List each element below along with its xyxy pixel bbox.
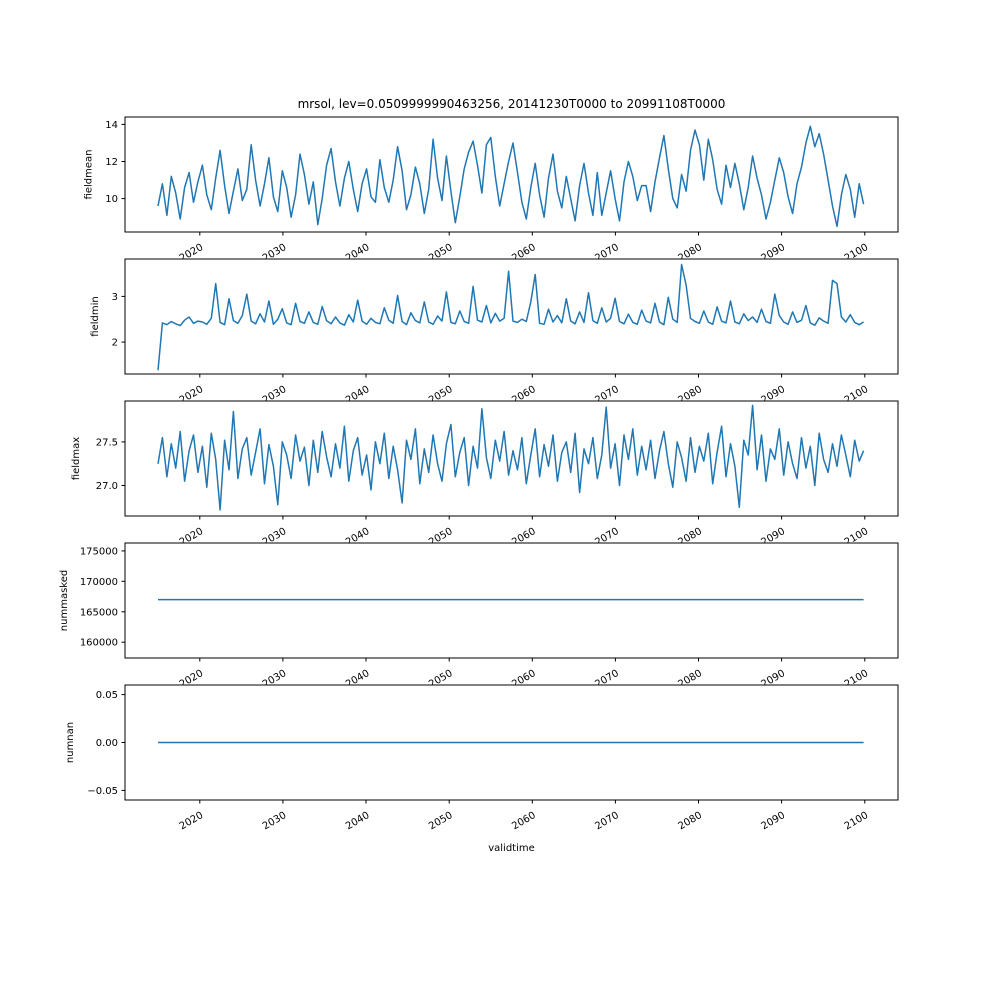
y-tick-label: −0.05 (87, 786, 118, 797)
x-tick-label: 2070 (593, 810, 621, 832)
chart-title: mrsol, lev=0.0509999990463256, 20141230T… (297, 97, 726, 111)
axes-border (124, 400, 899, 517)
y-tick-label: 175000 (80, 546, 118, 557)
y-axis-label: fieldmax (71, 437, 82, 480)
x-tick-label: 2040 (344, 810, 372, 832)
x-tick-label: 2060 (510, 810, 538, 832)
x-tick-label: 2020 (178, 810, 206, 832)
y-axis-label: fieldmean (84, 150, 95, 200)
y-tick-label: 14 (105, 120, 118, 131)
y-tick-label: 27.5 (96, 437, 118, 448)
series-line (157, 125, 865, 228)
y-tick-label: 170000 (80, 577, 118, 588)
x-axis-ticks: 2020 2030 2040 2050 2060 2070 2080 2090 2100 (178, 800, 871, 832)
subplot-numnan: −0.05 0.00 0.05 2020 2030 2040 2050 2060 2070 208… (65, 684, 899, 832)
x-tick-label: 2090 (760, 810, 788, 832)
y-tick-label: 0.05 (96, 690, 118, 701)
axes-background (125, 117, 898, 232)
y-axis-label: numnan (65, 722, 76, 763)
y-axis-ticks: 10 12 14 (105, 120, 125, 205)
series-line (157, 404, 865, 511)
axes-border (124, 542, 899, 659)
y-tick-label: 27.0 (96, 481, 118, 492)
series-line (157, 263, 864, 371)
x-tick-label: 2050 (427, 810, 455, 832)
axes-border (124, 258, 899, 375)
x-tick-label: 2080 (676, 810, 704, 832)
y-axis-ticks: −0.05 0.00 0.05 (87, 690, 125, 797)
x-tick-label: 2030 (261, 810, 289, 832)
x-tick-label: 2100 (843, 810, 871, 832)
axes-background (125, 543, 898, 658)
y-tick-label: 2 (112, 338, 118, 349)
y-axis-ticks: 160000 165000 170000 175000 (80, 546, 125, 649)
y-tick-label: 0.00 (96, 738, 118, 749)
y-axis-label: fieldmin (90, 296, 101, 336)
y-axis-ticks: 23 (112, 292, 125, 349)
axes-border (124, 116, 899, 233)
y-axis-label: nummasked (59, 570, 70, 631)
y-tick-label: 3 (112, 292, 118, 303)
axes-background (125, 259, 898, 374)
y-tick-label: 160000 (80, 638, 118, 649)
x-axis-label: validtime (488, 843, 535, 854)
y-tick-label: 10 (105, 194, 118, 205)
y-axis-ticks: 27.0 27.5 (96, 437, 125, 492)
y-tick-label: 165000 (80, 607, 118, 618)
y-tick-label: 12 (105, 157, 118, 168)
